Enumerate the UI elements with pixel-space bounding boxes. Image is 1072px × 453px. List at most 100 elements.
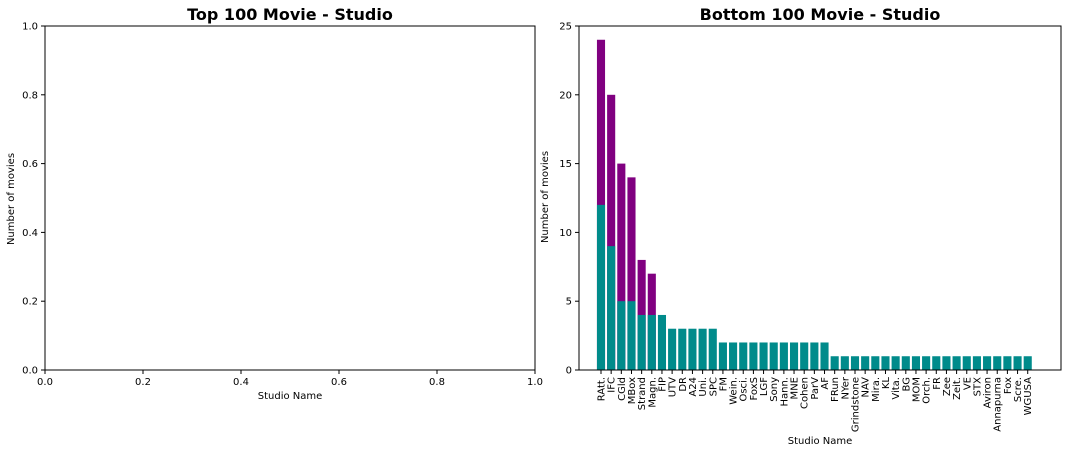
bar-fr: [932, 356, 941, 370]
bar-fm: [718, 342, 727, 370]
x-tick-label: Osci.: [739, 377, 750, 402]
y-tick-label: 1.0: [22, 22, 38, 33]
bar-foxs: [749, 342, 758, 370]
bar-lgf: [759, 342, 768, 370]
bottom-100-chart: Bottom 100 Movie - Studio RAtt. IFC CGld MB…: [540, 5, 1062, 447]
x-tick-label: SPC: [708, 377, 719, 396]
bar-ratt: [596, 204, 606, 370]
y-axis-ticks: 0 5 10 15 20 25: [559, 22, 579, 377]
bar-cohen: [800, 342, 809, 370]
bar-frun: [830, 356, 839, 370]
y-tick-label: 0.2: [22, 297, 38, 308]
x-tick-label: WGUSA: [1023, 377, 1034, 415]
bar-cgld-stacked: [617, 163, 626, 370]
x-tick-label: Magn.: [647, 377, 658, 408]
y-axis-ticks: 0.0 0.2 0.4 0.6 0.8 1.0: [22, 22, 45, 377]
x-tick-label: NAV: [861, 377, 872, 398]
bar-dr: [678, 328, 687, 370]
bar-scre: [1013, 356, 1022, 370]
x-tick-label: Mira.: [871, 377, 882, 402]
x-tick-label: FR: [932, 377, 943, 390]
bar-bg: [901, 356, 910, 370]
plot-area: [44, 25, 536, 371]
plot-frame: [44, 25, 536, 371]
x-tick-label: Cohen: [800, 377, 811, 409]
bar-kl: [881, 356, 890, 370]
x-tick-label: CGld: [617, 377, 628, 401]
bar-ratt-stacked: [596, 39, 606, 370]
plot-frame: [578, 25, 1062, 371]
x-tick-label: MNE: [790, 377, 801, 399]
bar-spc: [708, 328, 717, 370]
bar-uni: [698, 328, 707, 370]
bar-a24: [688, 328, 697, 370]
bar-osci: [739, 342, 748, 370]
bars: [596, 39, 1032, 371]
bar-mira: [871, 356, 880, 370]
x-tick-label: DR: [678, 377, 689, 392]
y-tick-label: 25: [559, 22, 572, 33]
x-tick-label: Fox: [1003, 377, 1014, 394]
x-tick-label: ParV: [810, 377, 821, 400]
bar-ifc-stacked: [607, 94, 616, 371]
chart-title: Bottom 100 Movie - Studio: [700, 5, 941, 24]
y-tick-label: 5: [566, 297, 572, 308]
x-tick-label: FRun: [830, 377, 841, 402]
y-tick-label: 0: [566, 366, 572, 377]
x-tick-label: Zee: [942, 377, 953, 396]
y-axis-label: Number of movies: [540, 151, 551, 243]
bar-hann: [779, 342, 788, 370]
x-tick-label: Uni.: [698, 377, 709, 397]
x-tick-label: IFC: [607, 377, 618, 393]
bar-grindstone: [850, 356, 860, 370]
x-tick-label: 0.8: [429, 377, 445, 388]
bar-nyer: [840, 356, 849, 370]
x-tick-label: Strand: [637, 377, 648, 410]
x-tick-label: 0.6: [331, 377, 347, 388]
bar-ve: [962, 356, 971, 370]
bar-ifc: [607, 246, 616, 370]
bar-fox: [1003, 356, 1012, 370]
x-tick-label: 0.0: [37, 377, 53, 388]
bar-cgld: [617, 301, 626, 370]
x-tick-label: NYer: [840, 376, 851, 399]
bar-zee: [942, 356, 951, 370]
bar-nav: [861, 356, 870, 370]
y-tick-label: 0.0: [22, 366, 38, 377]
x-axis-ticks: RAtt. IFC CGld MBox Strand Magn. FIP UTV DR A24 Un…: [597, 370, 1034, 432]
bar-utv: [668, 328, 677, 370]
y-tick-label: 0.6: [22, 159, 38, 170]
bar-mom: [911, 356, 921, 370]
x-tick-label: Vita.: [891, 377, 902, 400]
top-100-chart: Top 100 Movie - Studio 0.0 0.2 0.4 0.6 0.8 1.…: [6, 5, 543, 402]
bar-orch: [922, 356, 931, 370]
x-tick-label: VE: [962, 377, 973, 390]
x-tick-label: LGF: [759, 377, 770, 396]
x-tick-label: Hann.: [779, 377, 790, 407]
x-tick-label: RAtt.: [597, 377, 608, 401]
y-tick-label: 10: [559, 228, 572, 239]
x-tick-label: 1.0: [527, 377, 543, 388]
x-tick-label: Wein.: [729, 377, 740, 405]
bar-af: [820, 342, 829, 370]
bar-zeit: [952, 356, 961, 370]
bar-magn: [647, 314, 656, 370]
x-tick-label: 0.2: [135, 377, 151, 388]
x-tick-label: STX: [972, 377, 983, 396]
bar-annapurna: [993, 356, 1002, 370]
x-tick-label: 0.4: [233, 377, 249, 388]
x-axis-label: Studio Name: [788, 436, 853, 447]
x-tick-label: FIP: [657, 377, 668, 392]
x-tick-label: MOM: [911, 377, 922, 402]
bar-mbox: [627, 301, 636, 370]
bar-mne: [789, 342, 799, 370]
x-tick-label: Grindstone: [851, 377, 862, 432]
x-tick-label: FoxS: [749, 377, 760, 400]
bar-mbox-stacked: [627, 177, 636, 370]
x-tick-label: BG: [901, 377, 912, 391]
chart-title: Top 100 Movie - Studio: [187, 5, 393, 24]
bar-aviron: [983, 356, 992, 370]
bar-wein: [729, 342, 738, 370]
